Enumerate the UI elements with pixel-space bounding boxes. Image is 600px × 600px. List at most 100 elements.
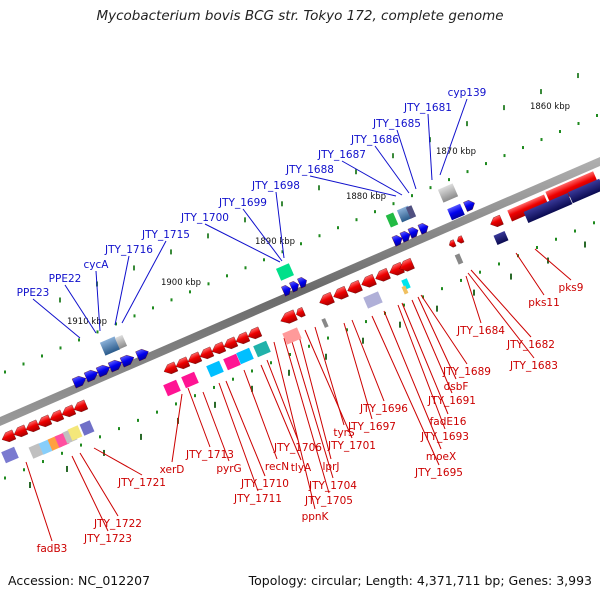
leader-jty-1699 — [242, 208, 283, 262]
domain-block-a6[interactable] — [79, 420, 95, 436]
leader-jty-1691 — [411, 299, 453, 394]
reverse-arrow-c1[interactable] — [295, 307, 306, 318]
forward-arrow-a3[interactable] — [107, 358, 124, 373]
reverse-gene-label-ppnk: ppnK — [302, 511, 330, 523]
forward-gene-label-jty-1681: JTY_1681 — [403, 102, 452, 114]
leader-jty-1693 — [397, 304, 446, 430]
leader-recn — [243, 369, 278, 460]
domain-block-b5[interactable] — [253, 340, 271, 358]
domain-block-c1[interactable] — [321, 318, 329, 328]
pks-navy-block-1[interactable] — [523, 192, 573, 224]
pks-navy-block-2[interactable] — [568, 178, 600, 204]
domain-block-b2[interactable] — [206, 360, 224, 378]
forward-block-c0[interactable] — [385, 212, 399, 228]
reverse-arrow-b1[interactable] — [174, 356, 191, 371]
reverse-gene-label-jty-1682: JTY_1682 — [506, 339, 555, 351]
reverse-arrow-a0[interactable] — [0, 429, 17, 444]
leader-ppe22 — [64, 284, 97, 334]
map-title: Mycobacterium bovis BCG str. Tokyo 172, … — [96, 8, 504, 24]
domain-block-b1[interactable] — [181, 371, 199, 389]
reverse-arrow-b7[interactable] — [246, 326, 263, 341]
leader-pks11 — [515, 252, 545, 296]
reverse-arrow-b4[interactable] — [210, 341, 227, 356]
forward-arrow-c2[interactable] — [407, 226, 420, 239]
domain-block-e0[interactable] — [454, 253, 464, 265]
domain-block-b3[interactable] — [223, 353, 241, 371]
reverse-arrow-d4[interactable] — [373, 267, 391, 284]
feature-layer[interactable] — [0, 171, 600, 464]
domain-block-a0[interactable] — [28, 443, 44, 459]
reverse-arrow-a5[interactable] — [60, 404, 77, 419]
reverse-gene-label-jty-1684: JTY_1684 — [456, 325, 505, 337]
reverse-arrow-d3[interactable] — [359, 273, 377, 290]
reverse-arrow-a1[interactable] — [12, 424, 29, 439]
reverse-gene-label-jty-1704: JTY_1704 — [308, 480, 357, 492]
pks-block-1[interactable] — [507, 194, 549, 222]
forward-arrow-b1[interactable] — [289, 280, 300, 293]
reverse-arrow-b6[interactable] — [234, 331, 251, 346]
domain-block-left[interactable] — [1, 446, 19, 464]
small-navy-block[interactable] — [493, 231, 509, 245]
leader-ppe23 — [32, 298, 81, 339]
forward-block-c2[interactable] — [405, 205, 417, 219]
reverse-arrow-b2[interactable] — [186, 351, 203, 366]
forward-arrow-b2[interactable] — [297, 276, 308, 289]
domain-block-b0[interactable] — [163, 379, 181, 397]
reverse-arrow-e0[interactable] — [448, 239, 457, 249]
forward-arrow-d0[interactable] — [463, 198, 476, 212]
reverse-arrow-d6[interactable] — [397, 257, 415, 274]
domain-block-b4[interactable] — [236, 347, 254, 365]
forward-block-d0[interactable] — [437, 183, 459, 203]
tick-label-1860-kbp: 1860 kbp — [530, 102, 570, 112]
forward-arrow-c1[interactable] — [399, 230, 412, 243]
forward-arrow-b0[interactable] — [281, 284, 292, 297]
domain-block-d0[interactable] — [363, 291, 383, 309]
reverse-gene-label-jty-1696: JTY_1696 — [359, 403, 408, 415]
reverse-arrow-a3[interactable] — [36, 414, 53, 429]
forward-dots-row — [4, 113, 598, 374]
reverse-arrow-d5[interactable] — [387, 261, 405, 278]
reverse-arrow-d0[interactable] — [317, 291, 335, 308]
leader-jty-1700 — [204, 223, 281, 263]
reverse-arrow-b3[interactable] — [198, 346, 215, 361]
forward-gene-label-jty-1700: JTY_1700 — [180, 212, 229, 224]
forward-arrow-a2[interactable] — [95, 363, 112, 378]
reverse-arrow-a6[interactable] — [72, 399, 89, 414]
forward-tick-row — [59, 73, 579, 303]
forward-arrow-a1[interactable] — [83, 368, 100, 383]
pks-block-2[interactable] — [545, 171, 599, 205]
reverse-arrow-e1[interactable] — [456, 235, 465, 245]
leader-tlya — [260, 364, 302, 461]
forward-block-d1[interactable] — [447, 203, 465, 221]
leader-jty-1682 — [470, 269, 532, 338]
reverse-arrow-f0[interactable] — [489, 214, 504, 229]
reverse-arrow-d1[interactable] — [331, 285, 349, 302]
forward-arrow-a5[interactable] — [135, 347, 151, 362]
reverse-arrow-a2[interactable] — [24, 419, 41, 434]
leader-jty-1689 — [420, 294, 468, 365]
reverse-arrow-c0[interactable] — [278, 309, 298, 326]
leader-jty-1685 — [396, 129, 417, 190]
forward-arrow-a4[interactable] — [119, 353, 136, 368]
forward-gene-label-jty-1688: JTY_1688 — [285, 164, 334, 176]
forward-block-b0[interactable] — [275, 263, 295, 281]
leader-jty-1710 — [225, 380, 266, 477]
reverse-arrow-b0[interactable] — [162, 361, 179, 376]
domain-block-d2[interactable] — [401, 285, 409, 295]
forward-block-a1[interactable] — [114, 334, 128, 350]
reverse-gene-label-moex: moeX — [426, 451, 456, 463]
reverse-arrow-b5[interactable] — [222, 336, 239, 351]
forward-arrow-c3[interactable] — [417, 222, 430, 235]
leader-xerd — [171, 393, 183, 463]
domain-block-d1[interactable] — [401, 278, 411, 290]
domain-block-c0[interactable] — [282, 327, 302, 345]
forward-arrow-c0[interactable] — [391, 234, 404, 247]
forward-gene-label-jty-1687: JTY_1687 — [317, 149, 366, 161]
forward-block-a0[interactable] — [99, 336, 121, 356]
reverse-arrow-a4[interactable] — [48, 409, 65, 424]
reverse-arrow-d2[interactable] — [345, 279, 363, 296]
forward-arrow-a0[interactable] — [71, 374, 88, 389]
leader-jty-1688 — [309, 175, 397, 197]
domain-block-a5[interactable] — [67, 425, 83, 441]
